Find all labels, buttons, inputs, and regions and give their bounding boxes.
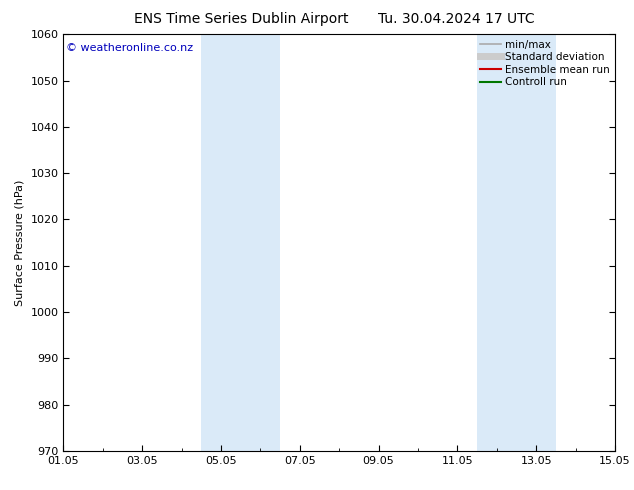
Bar [477,34,556,451]
Text: © weatheronline.co.nz: © weatheronline.co.nz [66,43,193,52]
Y-axis label: Surface Pressure (hPa): Surface Pressure (hPa) [15,179,25,306]
Bar [202,34,280,451]
Text: ENS Time Series Dublin Airport: ENS Time Series Dublin Airport [134,12,348,26]
Text: Tu. 30.04.2024 17 UTC: Tu. 30.04.2024 17 UTC [378,12,535,26]
Legend: min/max, Standard deviation, Ensemble mean run, Controll run: min/max, Standard deviation, Ensemble me… [478,37,612,89]
